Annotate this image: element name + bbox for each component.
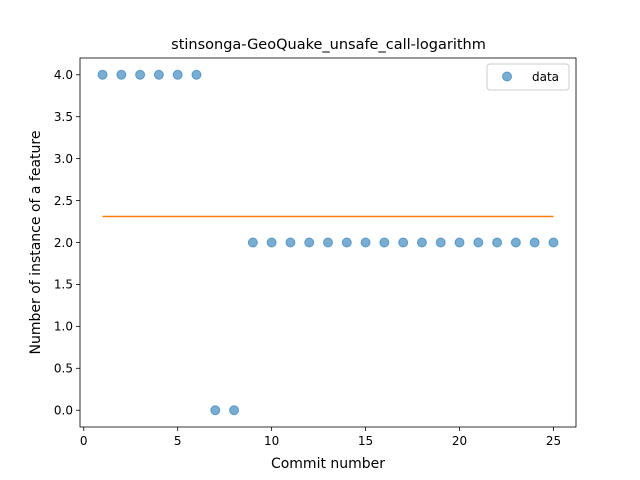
legend-box bbox=[486, 63, 570, 91]
y-tick-label: 3.5 bbox=[54, 110, 73, 124]
legend-marker bbox=[502, 71, 512, 82]
x-tick-label: 0 bbox=[80, 434, 88, 448]
data-point bbox=[548, 237, 559, 248]
plot-area bbox=[97, 69, 559, 416]
data-point bbox=[360, 237, 371, 248]
x-axis-title: Commit number bbox=[271, 456, 385, 472]
data-point bbox=[116, 69, 127, 80]
data-point bbox=[210, 405, 221, 416]
chart-title: stinsonga-GeoQuake_unsafe_call-logarithm bbox=[171, 37, 486, 53]
data-point bbox=[435, 237, 446, 248]
y-tick-label: 1.0 bbox=[54, 320, 73, 334]
legend: data bbox=[486, 63, 570, 91]
y-axis-title: Number of instance of a feature bbox=[28, 131, 44, 355]
x-tick-label: 20 bbox=[452, 434, 467, 448]
data-point bbox=[473, 237, 484, 248]
data-point bbox=[454, 237, 465, 248]
x-axis: 0 5 10 15 20 25 bbox=[80, 427, 561, 448]
data-point bbox=[492, 237, 503, 248]
data-point bbox=[172, 69, 183, 80]
data-point bbox=[285, 237, 296, 248]
y-tick-label: 2.0 bbox=[54, 236, 73, 250]
data-point bbox=[97, 69, 108, 80]
x-tick-label: 10 bbox=[264, 434, 279, 448]
data-point bbox=[529, 237, 540, 248]
data-point bbox=[229, 405, 240, 416]
data-point bbox=[416, 237, 427, 248]
y-tick-label: 4.0 bbox=[54, 68, 73, 82]
data-point bbox=[398, 237, 409, 248]
data-point bbox=[153, 69, 164, 80]
y-tick-label: 1.5 bbox=[54, 278, 73, 292]
data-point bbox=[341, 237, 352, 248]
data-point bbox=[510, 237, 521, 248]
y-tick-label: 3.0 bbox=[54, 152, 73, 166]
data-point bbox=[266, 237, 277, 248]
y-tick-label: 2.5 bbox=[54, 194, 73, 208]
data-point bbox=[379, 237, 390, 248]
x-tick-label: 15 bbox=[358, 434, 373, 448]
x-tick-label: 25 bbox=[546, 434, 561, 448]
legend-label: data bbox=[532, 70, 559, 84]
x-tick-label: 5 bbox=[174, 434, 182, 448]
data-point bbox=[191, 69, 202, 80]
data-point bbox=[135, 69, 146, 80]
y-tick-label: 0.0 bbox=[54, 404, 73, 418]
y-axis: 0.0 0.5 1.0 1.5 2.0 2.5 3.0 3.5 4.0 bbox=[54, 68, 80, 418]
data-point bbox=[304, 237, 315, 248]
y-tick-label: 0.5 bbox=[54, 362, 73, 376]
data-point bbox=[323, 237, 333, 248]
data-point bbox=[247, 237, 258, 248]
